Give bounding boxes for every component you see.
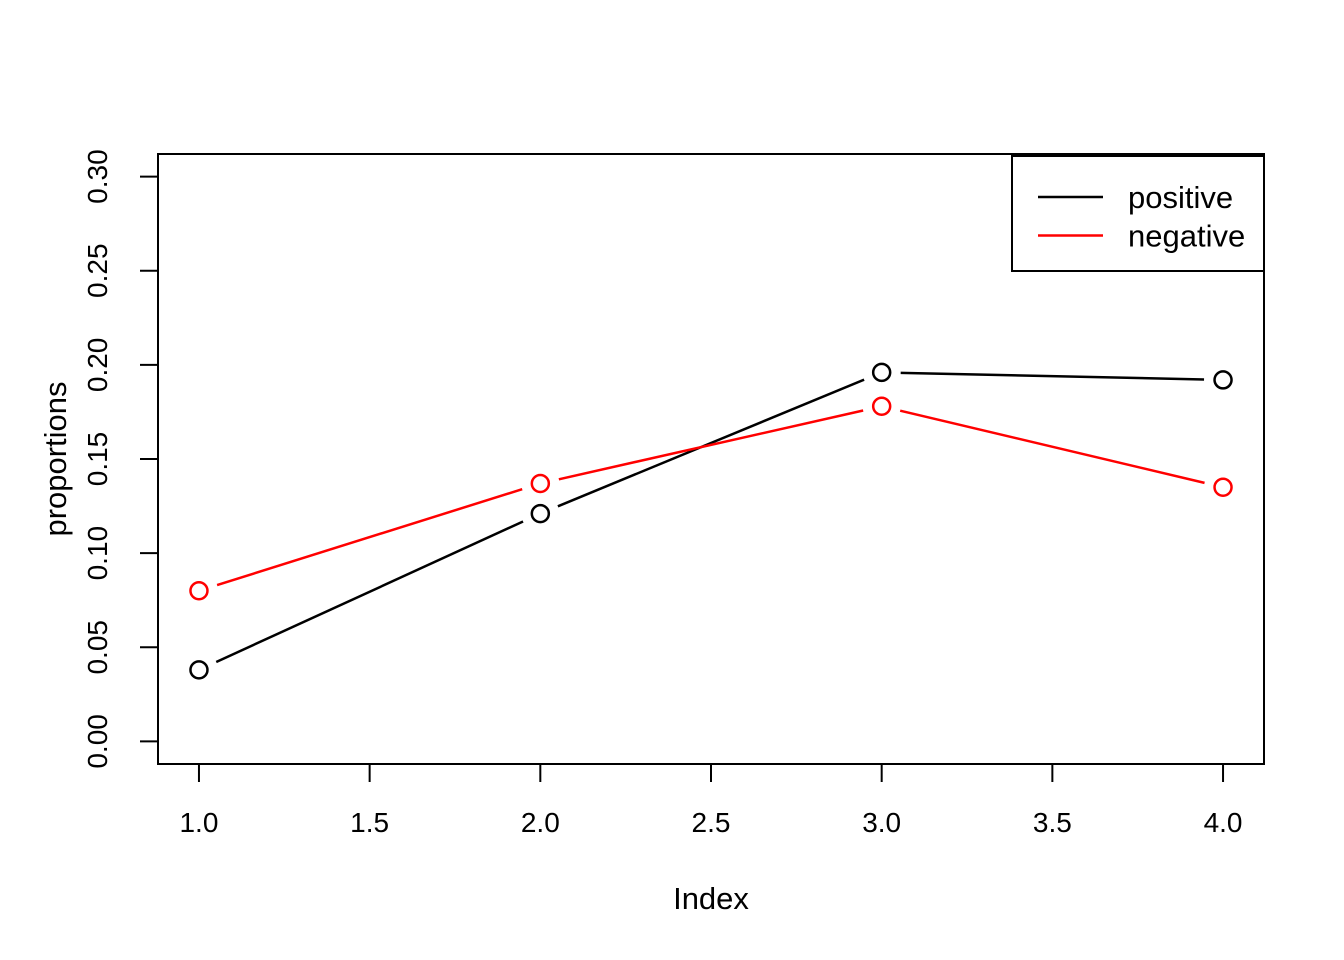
- plot-border: [157, 153, 1265, 765]
- x-tick-label: 3.5: [1033, 807, 1072, 838]
- data-point-negative: [530, 473, 551, 494]
- series-line-positive: [215, 520, 524, 664]
- x-tick-label: 4.0: [1204, 807, 1243, 838]
- series-line-positive: [900, 371, 1205, 381]
- y-axis-title: proportions: [38, 381, 73, 536]
- x-tick-label: 2.0: [521, 807, 560, 838]
- series-line-negative: [899, 409, 1205, 485]
- data-point-negative: [1213, 477, 1233, 497]
- x-axis-title: Index: [673, 881, 749, 916]
- legend-box: [1011, 155, 1265, 272]
- y-tick-label: 0.15: [82, 432, 113, 487]
- x-tick-label: 2.5: [692, 807, 731, 838]
- data-point-positive: [1213, 370, 1233, 390]
- data-point-positive: [871, 362, 892, 383]
- legend-label-negative: negative: [1128, 219, 1245, 254]
- y-tick-label: 0.00: [82, 714, 113, 769]
- x-tick-label: 1.0: [179, 807, 218, 838]
- series-line-negative: [558, 409, 864, 481]
- series-line-positive: [557, 378, 865, 508]
- y-tick-label: 0.30: [82, 149, 113, 204]
- data-point-positive: [189, 660, 209, 680]
- y-tick-label: 0.05: [82, 620, 113, 675]
- data-point-positive: [530, 503, 551, 524]
- x-tick-label: 3.0: [862, 807, 901, 838]
- chart-root: 1.0 1.5 2.0 2.5 3.0 3.5 4.0 0.00 0.05 0.10 0.15 0.2…: [82, 149, 1265, 838]
- legend-label-positive: positive: [1128, 180, 1233, 215]
- y-tick-label: 0.10: [82, 526, 113, 581]
- data-point-negative: [871, 396, 892, 417]
- y-tick-label: 0.25: [82, 243, 113, 298]
- x-tick-label: 1.5: [350, 807, 389, 838]
- series-line-negative: [216, 487, 523, 587]
- y-tick-label: 0.20: [82, 338, 113, 393]
- data-point-negative: [189, 581, 209, 601]
